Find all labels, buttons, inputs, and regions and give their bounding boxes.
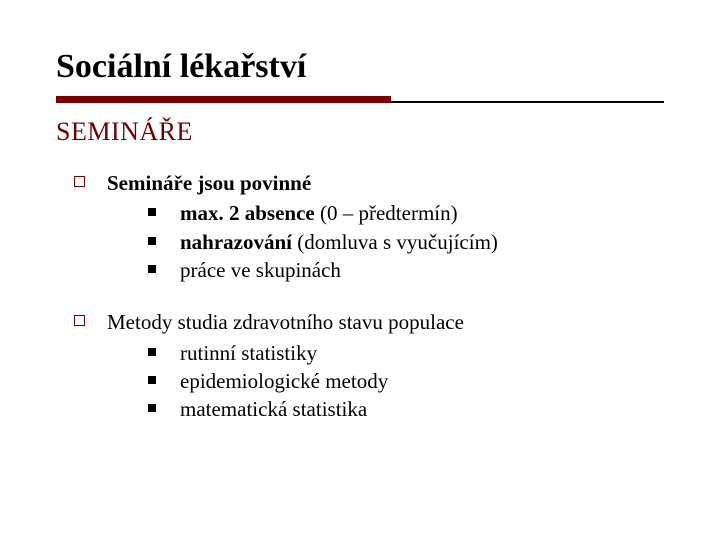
slide-subtitle: SEMINÁŘE — [56, 117, 664, 147]
plain-text: matematická statistika — [180, 397, 367, 421]
list-item: Semináře jsou povinné — [56, 169, 664, 197]
square-outline-icon — [74, 176, 85, 187]
plain-text: epidemiologické metody — [180, 369, 388, 393]
plain-text: práce ve skupinách — [180, 258, 341, 282]
list-item-text: epidemiologické metody — [180, 367, 388, 395]
plain-text: (0 – předtermín) — [315, 201, 458, 225]
list-item-text: max. 2 absence (0 – předtermín) — [180, 199, 458, 227]
list-item: epidemiologické metody — [56, 367, 664, 395]
bold-text: Semináře jsou povinné — [107, 171, 311, 195]
bold-text: nahrazování — [180, 230, 292, 254]
square-solid-icon — [148, 265, 156, 273]
plain-text: Metody studia zdravotního stavu populace — [107, 310, 464, 334]
bold-text: max. 2 absence — [180, 201, 315, 225]
plain-text: rutinní statistiky — [180, 341, 317, 365]
divider — [56, 96, 664, 103]
square-outline-icon — [74, 315, 85, 326]
list-item: max. 2 absence (0 – předtermín) — [56, 199, 664, 227]
square-solid-icon — [148, 208, 156, 216]
list-item-text: nahrazování (domluva s vyučujícím) — [180, 228, 498, 256]
list-item-text: matematická statistika — [180, 395, 367, 423]
list-item-text: rutinní statistiky — [180, 339, 317, 367]
divider-line — [391, 96, 664, 103]
list-item-text: práce ve skupinách — [180, 256, 341, 284]
list-item: Metody studia zdravotního stavu populace — [56, 308, 664, 336]
divider-red — [56, 96, 391, 103]
block-2: Metody studia zdravotního stavu populace… — [56, 308, 664, 423]
list-item-text: Semináře jsou povinné — [107, 169, 311, 197]
block-1: Semináře jsou povinné max. 2 absence (0 … — [56, 169, 664, 284]
slide-title: Sociální lékařství — [56, 48, 664, 86]
content: Semináře jsou povinné max. 2 absence (0 … — [56, 169, 664, 424]
list-item: rutinní statistiky — [56, 339, 664, 367]
list-item: nahrazování (domluva s vyučujícím) — [56, 228, 664, 256]
square-solid-icon — [148, 376, 156, 384]
list-item: práce ve skupinách — [56, 256, 664, 284]
list-item-text: Metody studia zdravotního stavu populace — [107, 308, 464, 336]
plain-text: (domluva s vyučujícím) — [292, 230, 498, 254]
square-solid-icon — [148, 237, 156, 245]
square-solid-icon — [148, 348, 156, 356]
list-item: matematická statistika — [56, 395, 664, 423]
square-solid-icon — [148, 404, 156, 412]
